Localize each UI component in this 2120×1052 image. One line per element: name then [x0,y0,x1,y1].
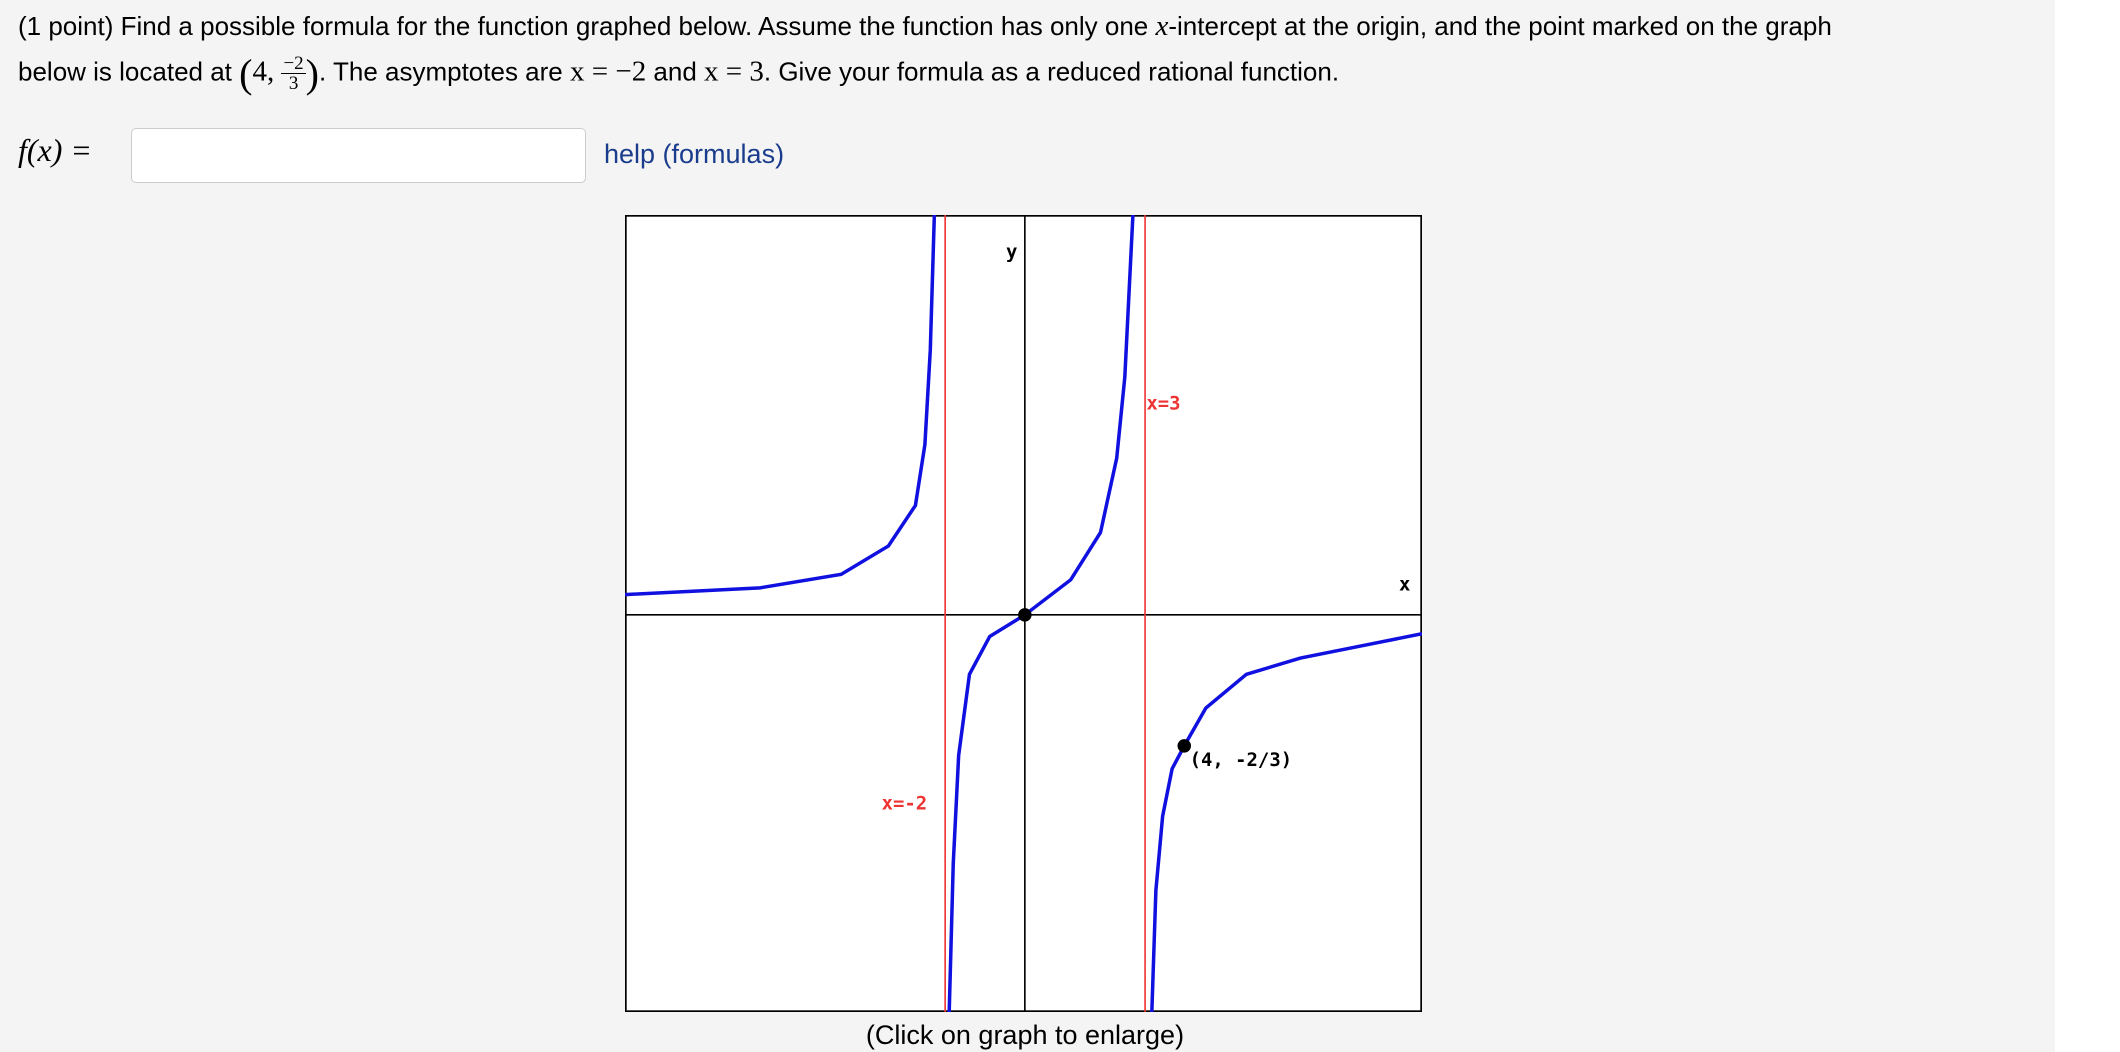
paren: ) [305,51,319,96]
math-asymptote: x = 3 [704,55,764,88]
problem-area: (1 point) Find a possible formula for th… [0,0,2055,1052]
paren: ( [239,51,253,96]
point-label: (4, -2/3) [1190,749,1292,771]
prompt-line-2: below is located at (4, −2 3). The asympt… [18,50,1339,97]
answer-input[interactable] [131,128,586,183]
origin-point [1018,608,1032,622]
marked-point [1177,739,1192,753]
prompt-line-1: (1 point) Find a possible formula for th… [18,10,1832,43]
help-link[interactable]: help (formulas) [604,139,785,169]
graph-caption: (Click on graph to enlarge) [865,1020,1185,1050]
prompt-text: . Give your formula as a reduced rationa… [763,56,1340,87]
prompt-text: Find a possible formula for the function… [120,11,1156,41]
answer-label: f(x) = [18,132,92,168]
curve-branch [625,215,937,597]
asymptote-label: x=-2 [882,792,928,814]
math-var: x [1155,10,1169,42]
curve-branch [1150,632,1422,1012]
prompt-text: -intercept at the origin, and the point … [1168,11,1832,41]
y-axis-label: y [1006,241,1017,263]
math-asymptote: x = −2 [569,55,647,88]
fraction: −2 3 [281,53,306,94]
points: (1 point) [18,11,114,41]
x-axis-label: x [1399,574,1410,596]
prompt-text: below is located at [18,56,240,87]
numerator: −2 [281,53,306,74]
asymptote-label: x=3 [1146,393,1180,415]
denominator: 3 [288,73,299,94]
prompt-text: and [646,56,705,87]
prompt-text: . The asymptotes are [319,56,570,87]
point-x: 4, [252,55,275,88]
graph-image[interactable]: y x x=3 x=-2 (4, -2/3) [625,215,1422,1012]
